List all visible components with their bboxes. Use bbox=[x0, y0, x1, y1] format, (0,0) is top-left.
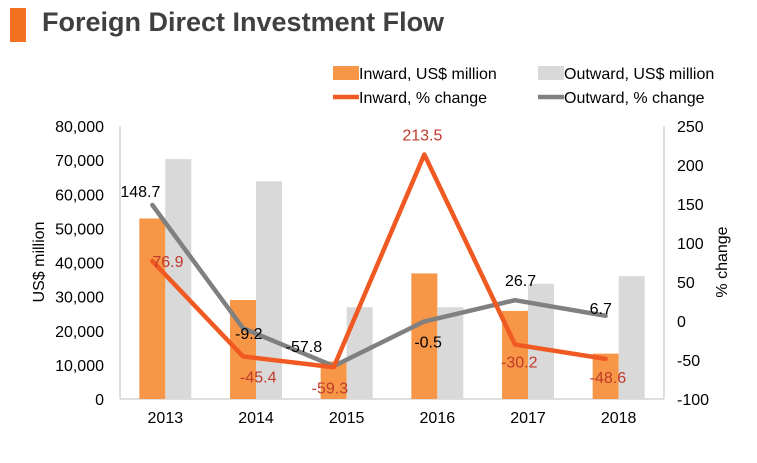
outward-bar bbox=[256, 181, 282, 399]
legend-swatch bbox=[333, 66, 359, 80]
outward-bar bbox=[618, 276, 645, 399]
y-axis-title: US$ million bbox=[31, 222, 48, 303]
x-tick-label: 2018 bbox=[601, 410, 637, 427]
x-tick-label: 2013 bbox=[148, 410, 184, 427]
x-tick-label: 2015 bbox=[329, 410, 365, 427]
inward-pct-label: 76.9 bbox=[152, 254, 183, 271]
inward-pct-label: -48.6 bbox=[590, 370, 627, 387]
inward-bar bbox=[411, 273, 438, 399]
y2-axis-title: % change bbox=[714, 226, 731, 297]
title-accent-bar bbox=[10, 8, 26, 42]
inward-pct-label: -59.3 bbox=[312, 380, 349, 397]
y2-tick-label: -50 bbox=[677, 353, 700, 370]
outward-pct-label: -9.2 bbox=[235, 326, 263, 343]
inward-pct-label: -45.4 bbox=[240, 369, 277, 386]
inward-bar bbox=[592, 353, 619, 399]
inward-pct-label: -30.2 bbox=[501, 355, 538, 372]
y2-tick-label: 100 bbox=[677, 236, 704, 253]
x-tick-label: 2017 bbox=[510, 410, 546, 427]
y-tick-label: 10,000 bbox=[55, 358, 104, 375]
legend-label: Outward, % change bbox=[564, 90, 705, 107]
outward-bar bbox=[437, 307, 464, 399]
y-tick-label: 40,000 bbox=[55, 256, 104, 273]
inward-bar bbox=[139, 218, 166, 399]
page-title: Foreign Direct Investment Flow bbox=[42, 7, 445, 37]
y-tick-label: 0 bbox=[95, 392, 104, 409]
y2-tick-label: 0 bbox=[677, 314, 686, 331]
y2-tick-label: -100 bbox=[677, 392, 709, 409]
y2-tick-label: 150 bbox=[677, 197, 704, 214]
outward-pct-label: -0.5 bbox=[414, 334, 442, 351]
y2-tick-label: 200 bbox=[677, 158, 704, 175]
y-tick-label: 20,000 bbox=[55, 324, 104, 341]
outward-pct-label: -57.8 bbox=[286, 339, 323, 356]
legend-label: Inward, US$ million bbox=[359, 66, 497, 83]
inward-pct-label: 213.5 bbox=[402, 127, 442, 144]
y-tick-label: 30,000 bbox=[55, 290, 104, 307]
y-tick-label: 70,000 bbox=[55, 153, 104, 170]
legend-swatch bbox=[538, 66, 564, 80]
legend-label: Inward, % change bbox=[359, 90, 487, 107]
y2-tick-label: 250 bbox=[677, 119, 704, 136]
outward-pct-label: 148.7 bbox=[120, 184, 160, 201]
outward-pct-label: 26.7 bbox=[505, 273, 536, 290]
y2-tick-label: 50 bbox=[677, 275, 695, 292]
outward-pct-line bbox=[150, 202, 608, 369]
y-tick-label: 80,000 bbox=[55, 119, 104, 136]
inward-pct-line bbox=[150, 152, 608, 370]
legend-label: Outward, US$ million bbox=[564, 66, 714, 83]
y-tick-label: 60,000 bbox=[55, 187, 104, 204]
outward-pct-label: 6.7 bbox=[590, 301, 612, 318]
x-tick-label: 2014 bbox=[238, 410, 274, 427]
y-tick-label: 50,000 bbox=[55, 221, 104, 238]
x-tick-label: 2016 bbox=[420, 410, 456, 427]
